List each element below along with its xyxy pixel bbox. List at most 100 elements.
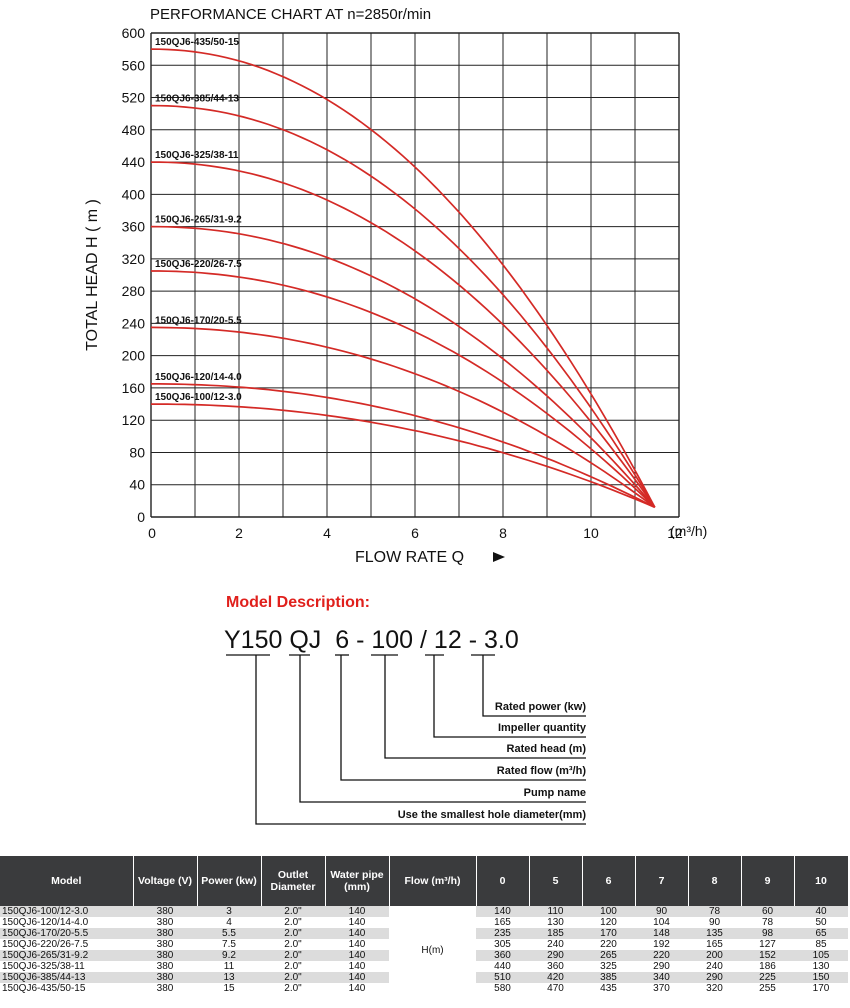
header-q5: 5 bbox=[529, 856, 583, 906]
y-tick-labels: 0 40 80 120 160 200 240 280 320 360 400 440 480 520 56… bbox=[122, 25, 146, 525]
table-row: 150QJ6-220/26-7.5 380 7.5 2.0" 140 305 240 220 1… bbox=[0, 939, 848, 950]
code-prefix: Y150 bbox=[224, 626, 283, 654]
header-q0: 0 bbox=[476, 856, 530, 906]
x-axis-title: FLOW RATE Q bbox=[355, 549, 464, 566]
curve-label: 150QJ6-170/20-5.5 bbox=[155, 315, 242, 326]
table-cell: 50 bbox=[815, 917, 827, 928]
table-cell: 380 bbox=[133, 950, 197, 961]
header-q7: 7 bbox=[635, 856, 689, 906]
x-tick-label: 8 bbox=[499, 525, 507, 541]
table-cell: 140 bbox=[348, 939, 366, 950]
table-cell: 290 bbox=[653, 961, 670, 972]
table-cell: 170 bbox=[582, 928, 635, 939]
table-cell: 165 bbox=[494, 917, 511, 928]
table-cell: 385 bbox=[582, 972, 635, 983]
table-cell: 185 bbox=[529, 928, 582, 939]
header-voltage: Voltage (V) bbox=[133, 856, 198, 906]
table-row: 150QJ6-385/44-13 380 13 2.0" 140 510 420 385 340… bbox=[0, 972, 848, 983]
table-header-row: Model Voltage (V) Power (kw) Outlet Diam… bbox=[0, 856, 849, 906]
table-cell: 150QJ6-100/12-3.0 bbox=[0, 906, 133, 917]
table-cell: 186 bbox=[759, 961, 776, 972]
table-cell: 360 bbox=[547, 961, 564, 972]
code-impellers: 12 bbox=[433, 626, 462, 654]
table-cell: 90 bbox=[708, 917, 721, 928]
x-tick-label: 12 bbox=[667, 525, 683, 541]
table-cell: 98 bbox=[741, 928, 794, 939]
desc-rated-flow: Rated flow (m³/h) bbox=[496, 765, 586, 777]
table-cell: 2.0" bbox=[261, 950, 325, 961]
code-flow: 6 bbox=[335, 626, 350, 654]
curve-label: 150QJ6-120/14-4.0 bbox=[155, 372, 242, 383]
table-cell: 135 bbox=[688, 928, 741, 939]
table-cell: 440 bbox=[494, 961, 511, 972]
table-cell: 380 bbox=[133, 906, 197, 917]
y-tick-label: 160 bbox=[122, 380, 146, 396]
curve-label: 150QJ6-265/31-9.2 bbox=[155, 215, 242, 226]
table-cell: 2.0" bbox=[261, 972, 325, 983]
spec-table: Model Voltage (V) Power (kw) Outlet Diam… bbox=[0, 856, 849, 994]
table-cell: 85 bbox=[815, 939, 827, 950]
curve-150QJ6-170/20-5.5 bbox=[150, 326, 656, 508]
performance-chart: PERFORMANCE CHART AT n=2850r/min 0408012… bbox=[84, 6, 707, 566]
y-tick-label: 240 bbox=[122, 315, 146, 331]
x-tick-label: 6 bbox=[411, 525, 419, 541]
table-cell: 7.5 bbox=[222, 939, 236, 950]
table-cell: 4 bbox=[226, 917, 232, 928]
table-cell: 320 bbox=[706, 983, 723, 994]
table-cell: 78 bbox=[761, 917, 774, 928]
curve-label: 150QJ6-325/38-11 bbox=[155, 150, 239, 161]
table-cell: 3 bbox=[197, 906, 261, 917]
head-label-cell: H(m) bbox=[389, 906, 476, 994]
table-cell: 370 bbox=[653, 983, 670, 994]
table-cell: 470 bbox=[547, 983, 564, 994]
table-cell: 360 bbox=[476, 950, 529, 961]
chart-grid bbox=[150, 32, 680, 518]
table-cell: 2.0" bbox=[261, 906, 325, 917]
y-tick-label: 40 bbox=[129, 477, 145, 493]
table-cell: 15 bbox=[223, 983, 235, 994]
table-cell: 255 bbox=[759, 983, 776, 994]
table-cell: 340 bbox=[635, 972, 688, 983]
table-cell: 2.0" bbox=[284, 917, 302, 928]
table-cell: 140 bbox=[348, 961, 366, 972]
chart-title: PERFORMANCE CHART AT n=2850r/min bbox=[150, 6, 431, 23]
header-q9: 9 bbox=[741, 856, 795, 906]
table-row: 150QJ6-170/20-5.5 380 5.5 2.0" 140 235 185 170 1… bbox=[0, 928, 848, 939]
table-cell: 90 bbox=[635, 906, 688, 917]
table-cell: 2.0" bbox=[284, 939, 302, 950]
table-cell: 265 bbox=[582, 950, 635, 961]
x-axis-unit: (m³/h) bbox=[670, 523, 707, 539]
chart-curves: 150QJ6-100/12-3.0 150QJ6-120/14-4.0 150QJ6… bbox=[150, 37, 656, 509]
desc-rated-head: Rated head (m) bbox=[506, 743, 586, 755]
table-cell: 380 bbox=[133, 972, 197, 983]
table-cell: 380 bbox=[156, 917, 174, 928]
x-tick-labels: 0 2 4 6 8 10 12 bbox=[148, 525, 683, 541]
table-cell: 150 bbox=[794, 972, 848, 983]
table-cell: 220 bbox=[600, 939, 617, 950]
y-tick-label: 400 bbox=[122, 186, 146, 202]
table-cell: 140 bbox=[325, 972, 389, 983]
y-tick-label: 560 bbox=[122, 57, 146, 73]
table-cell: 11 bbox=[223, 961, 235, 972]
table-cell: 104 bbox=[653, 917, 670, 928]
curve-150QJ6-325/38-11 bbox=[151, 161, 656, 508]
table-cell: 235 bbox=[476, 928, 529, 939]
model-code: Y150 QJ 6 - 100 / 12 - 3.0 bbox=[224, 626, 519, 655]
model-description-title: Model Description: bbox=[226, 594, 371, 611]
header-water-pipe: Water pipe (mm) bbox=[325, 856, 390, 906]
header-power: Power (kw) bbox=[197, 856, 262, 906]
header-flow: Flow (m³/h) bbox=[389, 856, 477, 906]
table-cell: 40 bbox=[794, 906, 848, 917]
y-tick-label: 320 bbox=[122, 251, 146, 267]
table-cell: 130 bbox=[812, 961, 830, 972]
y-tick-label: 200 bbox=[122, 348, 146, 364]
table-cell: 2.0" bbox=[261, 928, 325, 939]
desc-impeller-quantity: Impeller quantity bbox=[497, 722, 586, 734]
table-cell: 140 bbox=[325, 906, 389, 917]
table-cell: 150QJ6-325/38-11 bbox=[2, 961, 85, 972]
table-cell: 170 bbox=[812, 983, 830, 994]
curve-150QJ6-220/26-7.5 bbox=[151, 270, 656, 508]
y-tick-label: 80 bbox=[129, 444, 145, 460]
y-tick-label: 480 bbox=[122, 122, 146, 138]
table-cell: 60 bbox=[741, 906, 794, 917]
